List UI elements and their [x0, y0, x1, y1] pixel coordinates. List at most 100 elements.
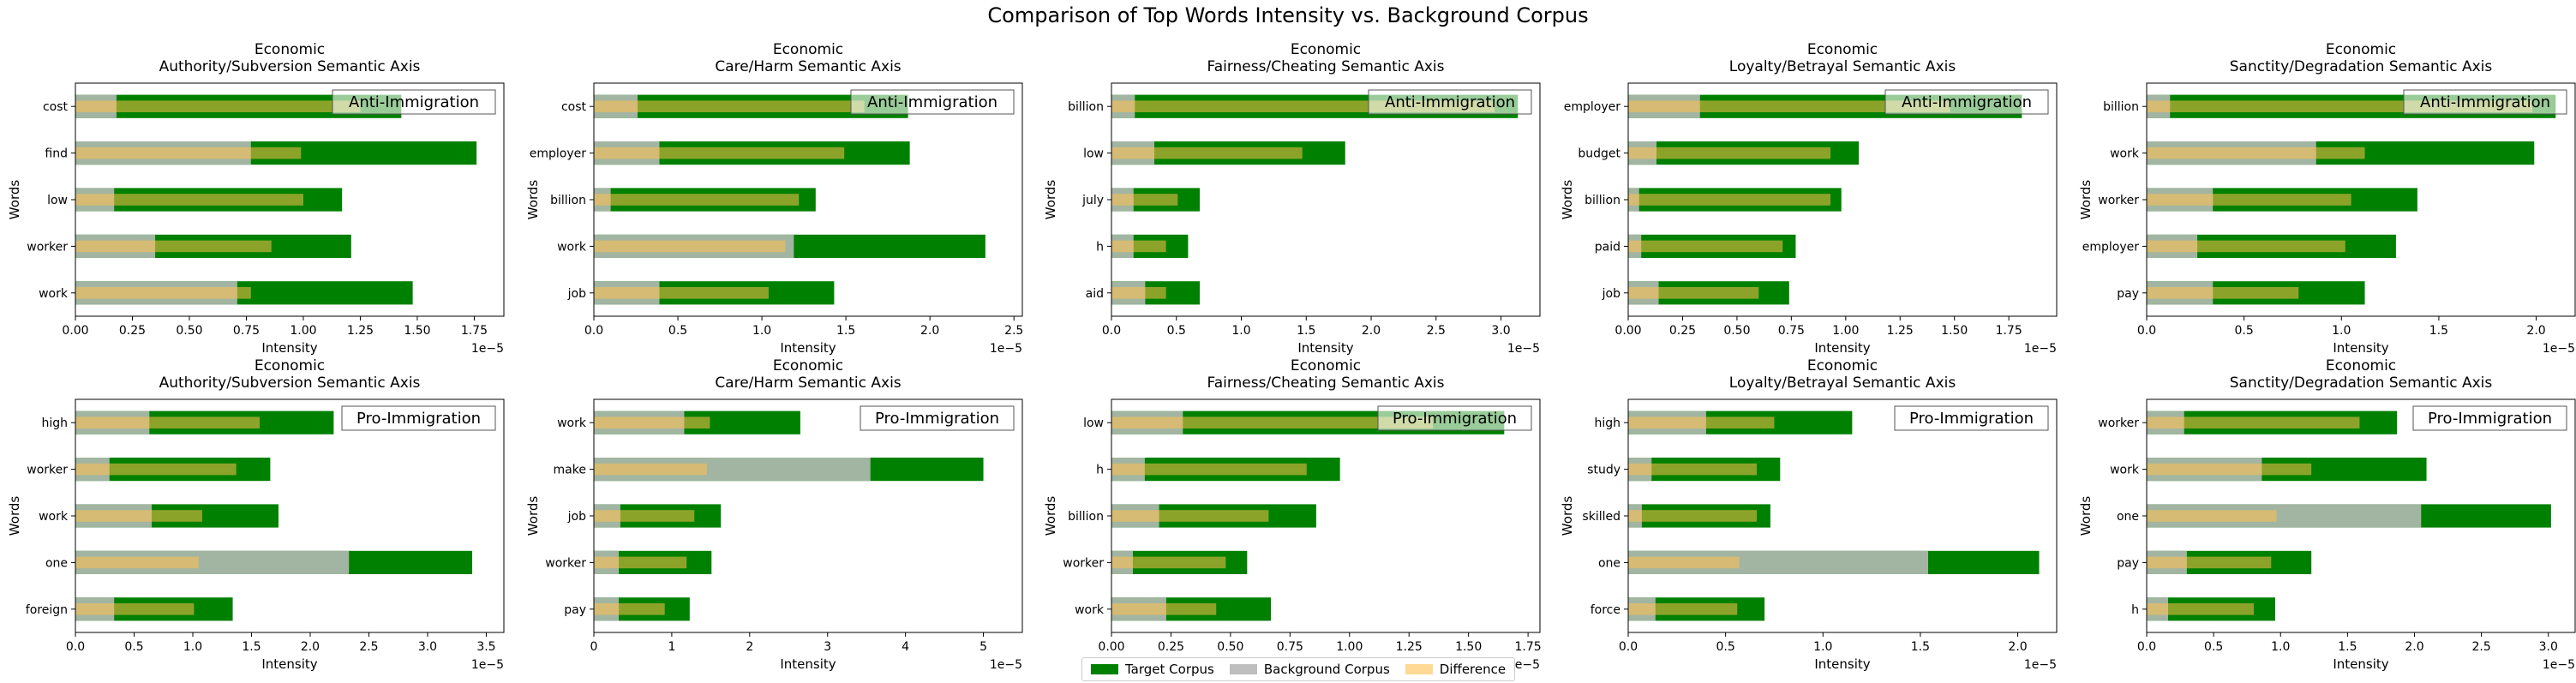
subplot-title-line: Authority/Subversion Semantic Axis — [159, 58, 421, 75]
bar-difference — [75, 240, 272, 253]
bar-difference — [1111, 603, 1217, 615]
subplot-title-line: Fairness/Cheating Semantic Axis — [1207, 58, 1444, 75]
bar-difference — [2147, 603, 2254, 615]
y-tick-label: billion — [2103, 100, 2139, 114]
x-tick-label: 2.5 — [359, 640, 378, 654]
axes-frame — [593, 82, 1023, 317]
y-tick-label: aid — [1086, 287, 1104, 301]
y-tick-label: worker — [2098, 194, 2139, 207]
subplot-title-line: Loyalty/Betrayal Semantic Axis — [1729, 58, 1956, 75]
x-tick-label: 1.0 — [183, 640, 202, 654]
y-axis-label: Words — [525, 496, 541, 536]
axes-frame — [2146, 398, 2576, 633]
y-tick-label: billion — [1585, 194, 1620, 207]
x-tick-label: 0.00 — [62, 324, 88, 338]
y-tick-label: h — [1096, 240, 1104, 254]
x-axis-label: Intensity — [1297, 340, 1353, 356]
bar-difference — [1628, 416, 1775, 428]
x-tick-label: 5 — [979, 640, 987, 654]
annotation-box — [850, 89, 1015, 115]
x-tick-label: 1.5 — [1911, 640, 1930, 654]
subplot-title-line: Economic — [255, 357, 325, 374]
y-tick-label: cost — [561, 100, 587, 114]
x-tick-label: 1.0 — [752, 324, 771, 338]
bar-difference — [75, 287, 251, 299]
bar-difference — [594, 510, 695, 522]
x-axis-multiplier: 1e−5 — [2543, 342, 2575, 356]
annotation-label: Anti-Immigration — [2420, 93, 2550, 111]
x-tick-label: 2.5 — [1427, 324, 1446, 338]
annotation-box — [860, 405, 1015, 431]
y-tick-label: employer — [2082, 240, 2139, 254]
y-tick-label: pay — [2117, 287, 2139, 301]
x-tick-label: 3.0 — [2539, 640, 2558, 654]
axes-frame — [1111, 82, 1541, 317]
bar-difference — [75, 556, 199, 569]
legend-item-difference: Difference — [1405, 662, 1506, 677]
x-tick-label: 0.0 — [2137, 640, 2156, 654]
y-tick-label: work — [2110, 464, 2140, 477]
bar-difference — [594, 416, 710, 428]
bar-difference — [1111, 463, 1307, 476]
x-tick-label: 0.25 — [1158, 640, 1184, 654]
y-tick-label: employer — [1564, 100, 1620, 114]
subplot-title-line: Loyalty/Betrayal Semantic Axis — [1729, 374, 1956, 392]
x-axis-multiplier: 1e−5 — [2024, 342, 2057, 356]
x-tick-label: 3 — [824, 640, 831, 654]
x-tick-label: 1.0 — [2271, 640, 2290, 654]
y-axis-label: Words — [1560, 180, 1575, 220]
annotation-box — [341, 405, 496, 431]
x-tick-label: 1.5 — [242, 640, 261, 654]
bar-difference — [1111, 287, 1166, 299]
chart-title: Comparison of Top Words Intensity vs. Ba… — [987, 3, 1589, 27]
y-tick-label: h — [1096, 464, 1104, 477]
y-tick-label: low — [1083, 147, 1104, 161]
y-tick-label: pay — [2117, 556, 2139, 570]
x-tick-label: 0.5 — [124, 640, 143, 654]
x-tick-label: 0.0 — [1619, 640, 1638, 654]
x-tick-label: 1.5 — [2429, 324, 2448, 338]
bar-difference — [594, 556, 687, 569]
x-tick-label: 1.75 — [1515, 640, 1542, 654]
annotation-box — [332, 89, 496, 115]
bar-difference — [75, 510, 202, 522]
bar-difference — [2147, 510, 2277, 522]
x-tick-label: 1.50 — [404, 324, 430, 338]
x-tick-label: 1.0 — [1231, 324, 1250, 338]
annotation-box — [2403, 89, 2567, 115]
y-tick-label: worker — [27, 464, 68, 477]
x-tick-label: 2.0 — [2405, 640, 2423, 654]
x-tick-label: 1.00 — [1832, 324, 1859, 338]
bar-difference — [75, 603, 195, 615]
bar-difference — [2147, 463, 2312, 476]
y-tick-label: work — [39, 510, 69, 524]
bar-difference — [594, 463, 707, 476]
x-tick-label: 0.5 — [2235, 324, 2254, 338]
annotation-label: Anti-Immigration — [867, 93, 997, 111]
annotation-box — [1894, 405, 2049, 431]
bar-difference — [2147, 556, 2272, 569]
axes-frame — [2146, 82, 2576, 317]
y-axis-label: Words — [7, 496, 22, 536]
y-tick-label: work — [557, 416, 587, 430]
x-tick-label: 2.0 — [920, 324, 939, 338]
x-axis-label: Intensity — [2333, 656, 2388, 672]
subplot-title-line: Economic — [1807, 41, 1878, 58]
annotation-label: Pro-Immigration — [1909, 410, 2034, 428]
bar-difference — [1111, 416, 1433, 428]
y-tick-label: cost — [43, 100, 69, 114]
y-tick-label: make — [554, 464, 586, 477]
y-tick-label: worker — [545, 556, 586, 570]
bar-difference — [1628, 287, 1759, 299]
x-tick-label: 2.5 — [2471, 640, 2490, 654]
y-tick-label: budget — [1578, 147, 1620, 161]
subplot-title-line: Authority/Subversion Semantic Axis — [159, 374, 421, 392]
subplot-title-line: Economic — [773, 41, 843, 58]
x-tick-label: 1.50 — [1455, 640, 1482, 654]
legend: Target Corpus Background Corpus Differen… — [1081, 657, 1516, 681]
